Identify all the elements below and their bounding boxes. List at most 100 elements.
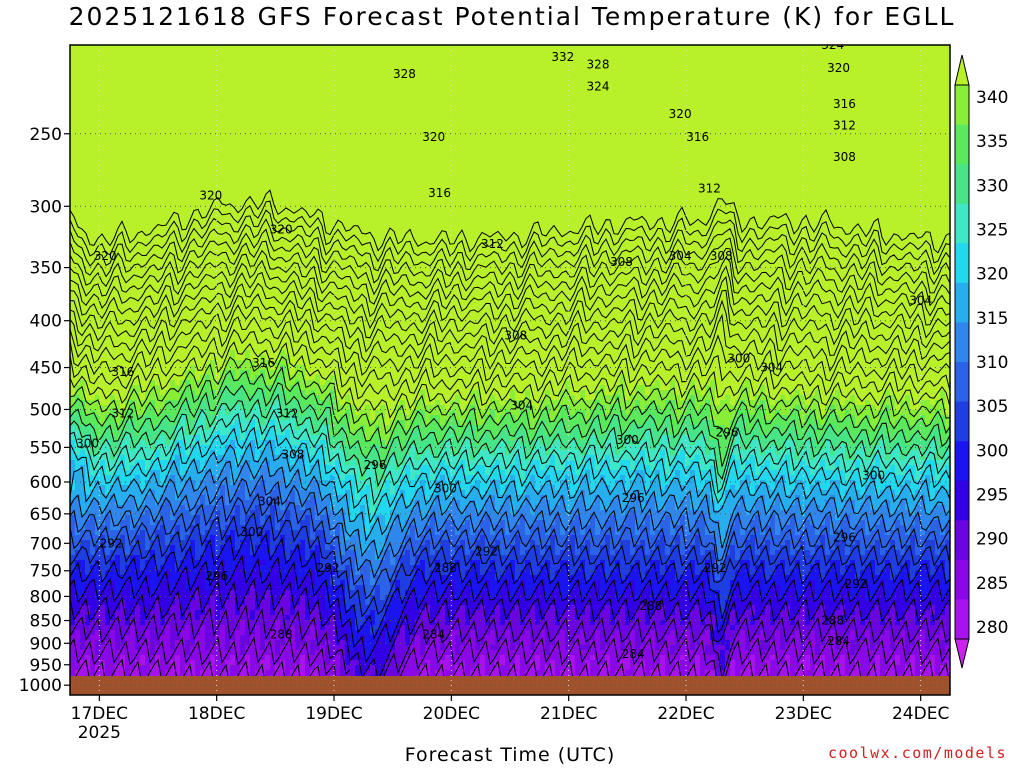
field-cell bbox=[125, 605, 131, 611]
field-cell bbox=[100, 330, 106, 336]
field-cell bbox=[125, 340, 131, 346]
field-cell bbox=[100, 145, 106, 151]
field-cell bbox=[195, 75, 201, 81]
field-cell bbox=[160, 560, 166, 566]
field-cell bbox=[245, 105, 251, 111]
field-cell bbox=[230, 410, 236, 416]
field-cell bbox=[190, 65, 196, 71]
field-cell bbox=[130, 215, 136, 221]
field-cell bbox=[180, 70, 186, 76]
field-cell bbox=[100, 205, 106, 211]
field-cell bbox=[160, 550, 166, 556]
field-cell bbox=[75, 655, 81, 661]
field-cell bbox=[140, 295, 146, 301]
field-cell bbox=[225, 165, 231, 171]
field-cell bbox=[135, 530, 141, 536]
field-cell bbox=[110, 235, 116, 241]
field-cell bbox=[80, 350, 86, 356]
field-cell bbox=[230, 185, 236, 191]
field-cell bbox=[90, 460, 96, 466]
field-cell bbox=[75, 65, 81, 71]
field-cell bbox=[235, 190, 241, 196]
field-cell bbox=[90, 250, 96, 256]
field-cell bbox=[150, 330, 156, 336]
field-cell bbox=[110, 215, 116, 221]
field-cell bbox=[260, 105, 266, 111]
field-cell bbox=[160, 165, 166, 171]
field-cell bbox=[185, 70, 191, 76]
field-cell bbox=[145, 165, 151, 171]
field-cell bbox=[85, 640, 91, 646]
field-cell bbox=[125, 335, 131, 341]
field-cell bbox=[165, 410, 171, 416]
field-cell bbox=[170, 140, 176, 146]
field-cell bbox=[160, 665, 166, 671]
field-cell bbox=[90, 370, 96, 376]
field-cell bbox=[80, 250, 86, 256]
field-cell bbox=[230, 80, 236, 86]
field-cell bbox=[145, 55, 151, 61]
field-cell bbox=[75, 495, 81, 501]
field-cell bbox=[200, 590, 206, 596]
field-cell bbox=[180, 335, 186, 341]
field-cell bbox=[70, 130, 76, 136]
field-cell bbox=[145, 145, 151, 151]
field-cell bbox=[185, 310, 191, 316]
field-cell bbox=[75, 245, 81, 251]
field-cell bbox=[115, 655, 121, 661]
field-cell bbox=[70, 80, 76, 86]
field-cell bbox=[180, 95, 186, 101]
field-cell bbox=[80, 85, 86, 91]
field-cell bbox=[120, 145, 126, 151]
field-cell bbox=[215, 615, 221, 621]
field-cell bbox=[170, 80, 176, 86]
field-cell bbox=[255, 200, 261, 206]
field-cell bbox=[140, 460, 146, 466]
field-cell bbox=[125, 660, 131, 666]
field-cell bbox=[180, 165, 186, 171]
field-cell bbox=[210, 635, 216, 641]
field-cell bbox=[115, 330, 121, 336]
field-cell bbox=[170, 630, 176, 636]
field-cell bbox=[125, 380, 131, 386]
field-cell bbox=[160, 50, 166, 56]
field-cell bbox=[130, 90, 136, 96]
field-cell bbox=[120, 120, 126, 126]
field-cell bbox=[105, 470, 111, 476]
field-cell bbox=[260, 150, 266, 156]
field-cell bbox=[125, 115, 131, 121]
field-cell bbox=[150, 460, 156, 466]
field-cell bbox=[240, 145, 246, 151]
field-cell bbox=[75, 85, 81, 91]
field-cell bbox=[175, 210, 181, 216]
field-cell bbox=[195, 435, 201, 441]
field-cell bbox=[135, 340, 141, 346]
field-cell bbox=[125, 110, 131, 116]
field-cell bbox=[130, 200, 136, 206]
field-cell bbox=[145, 545, 151, 551]
field-cell bbox=[80, 425, 86, 431]
field-cell bbox=[185, 115, 191, 121]
field-cell bbox=[90, 120, 96, 126]
field-cell bbox=[100, 215, 106, 221]
field-cell bbox=[225, 180, 231, 186]
field-cell bbox=[85, 395, 91, 401]
field-cell bbox=[210, 75, 216, 81]
field-cell bbox=[220, 175, 226, 181]
field-cell bbox=[110, 315, 116, 321]
field-cell bbox=[165, 565, 171, 571]
field-cell bbox=[135, 310, 141, 316]
field-cell bbox=[170, 100, 176, 106]
field-cell bbox=[175, 110, 181, 116]
field-cell bbox=[145, 630, 151, 636]
field-cell bbox=[85, 240, 91, 246]
field-cell bbox=[170, 505, 176, 511]
field-cell bbox=[105, 375, 111, 381]
field-cell bbox=[155, 460, 161, 466]
field-cell bbox=[150, 310, 156, 316]
field-cell bbox=[145, 600, 151, 606]
field-cell bbox=[235, 105, 241, 111]
field-cell bbox=[110, 510, 116, 516]
field-cell bbox=[75, 650, 81, 656]
field-cell bbox=[90, 290, 96, 296]
